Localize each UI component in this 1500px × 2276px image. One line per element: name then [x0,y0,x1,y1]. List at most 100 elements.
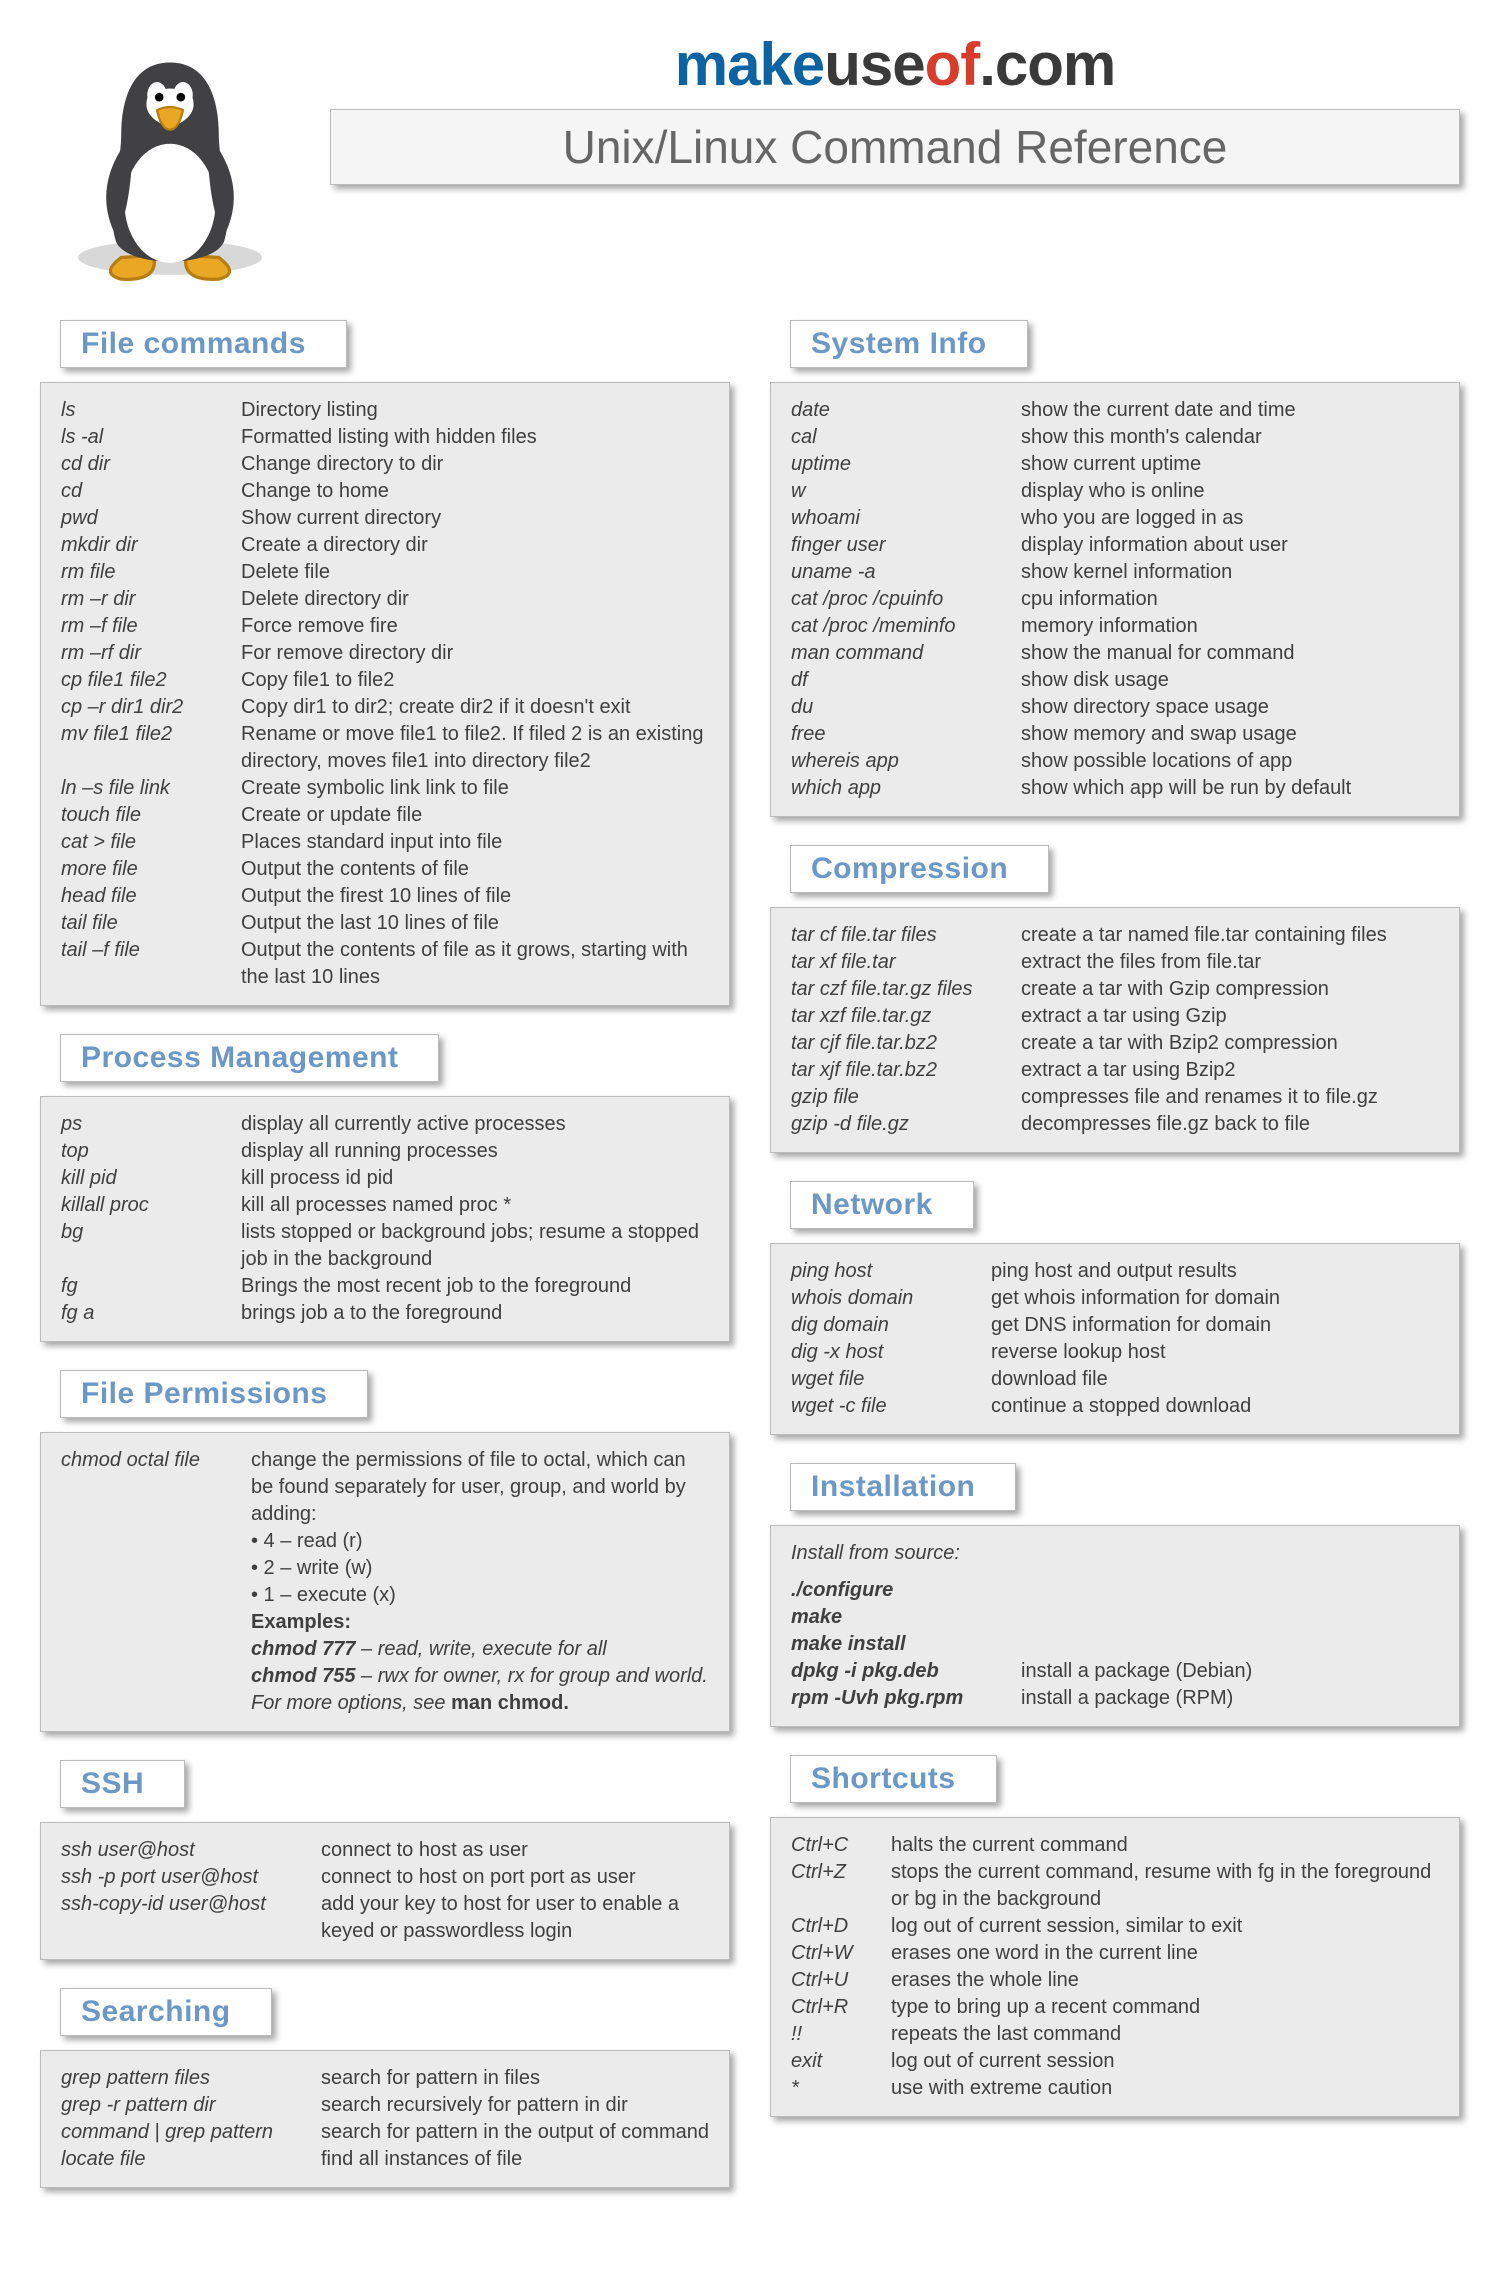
command-name: tail file [61,910,241,937]
command-desc: log out of current session, similar to e… [891,1913,1439,1940]
command-name: tar cf file.tar files [791,922,1021,949]
section-title: File Permissions [60,1370,368,1418]
section: Networkping hostping host and output res… [770,1181,1460,1435]
command-desc: Copy file1 to file2 [241,667,709,694]
command-desc: Copy dir1 to dir2; create dir2 if it doe… [241,694,709,721]
command-name: gzip -d file.gz [791,1111,1021,1138]
command-row: cp file1 file2Copy file1 to file2 [61,667,709,694]
command-row: psdisplay all currently active processes [61,1111,709,1138]
command-name: date [791,397,1021,424]
command-row: gzip -d file.gzdecompresses file.gz back… [791,1111,1439,1138]
command-desc: create a tar with Gzip compression [1021,976,1439,1003]
command-desc: display all running processes [241,1138,709,1165]
section: SSHssh user@hostconnect to host as users… [40,1760,730,1960]
command-name: cat /proc /cpuinfo [791,586,1021,613]
command-row: dushow directory space usage [791,694,1439,721]
section-title: Searching [60,1988,272,2036]
command-row: fg abrings job a to the foreground [61,1300,709,1327]
brand-part: .com [979,31,1115,98]
command-name: cal [791,424,1021,451]
section-body: Ctrl+Chalts the current commandCtrl+Zsto… [770,1817,1460,2117]
command-name: tar xzf file.tar.gz [791,1003,1021,1030]
command-desc: create a tar named file.tar containing f… [1021,922,1439,949]
command-name: pwd [61,505,241,532]
command-desc: cpu information [1021,586,1439,613]
command-name: top [61,1138,241,1165]
command-row: tar cf file.tar filescreate a tar named … [791,922,1439,949]
command-row: kill pidkill process id pid [61,1165,709,1192]
command-desc: log out of current session [891,2048,1439,2075]
command-name: uptime [791,451,1021,478]
section-body: ping hostping host and output resultswho… [770,1243,1460,1435]
command-row: touch fileCreate or update file [61,802,709,829]
command-name: cd [61,478,241,505]
command-name: tar xf file.tar [791,949,1021,976]
command-desc: create a tar with Bzip2 compression [1021,1030,1439,1057]
command-name: tar cjf file.tar.bz2 [791,1030,1021,1057]
command-desc: search for pattern in files [321,2065,709,2092]
command-row: tar xf file.tarextract the files from fi… [791,949,1439,976]
command-desc: find all instances of file [321,2146,709,2173]
command-desc: get whois information for domain [991,1285,1439,1312]
command-desc: download file [991,1366,1439,1393]
command-desc: show disk usage [1021,667,1439,694]
command-row: tail fileOutput the last 10 lines of fil… [61,910,709,937]
brand-logo: makeuseof.com [330,30,1460,99]
command-name: ps [61,1111,241,1138]
command-name: tar xjf file.tar.bz2 [791,1057,1021,1084]
command-row: Ctrl+Uerases the whole line [791,1967,1439,1994]
section-title: Installation [790,1463,1016,1511]
command-desc: Brings the most recent job to the foregr… [241,1273,709,1300]
command-row: ssh user@hostconnect to host as user [61,1837,709,1864]
left-column: File commandslsDirectory listingls -alFo… [40,320,730,2216]
command-name: Ctrl+D [791,1913,891,1940]
command-desc: erases the whole line [891,1967,1439,1994]
mascot-tux [40,30,300,290]
command-desc: search for pattern in the output of comm… [321,2119,709,2146]
command-name: more file [61,856,241,883]
command-name: finger user [791,532,1021,559]
command-row: Ctrl+Zstops the current command, resume … [791,1859,1439,1913]
command-name: dpkg -i pkg.deb [791,1658,1021,1685]
command-name: fg a [61,1300,241,1327]
command-row: lsDirectory listing [61,397,709,424]
header: makeuseof.com Unix/Linux Command Referen… [40,30,1460,290]
command-row: man commandshow the manual for command [791,640,1439,667]
brand-part: of [925,31,980,98]
command-name: which app [791,775,1021,802]
command-row: Ctrl+Dlog out of current session, simila… [791,1913,1439,1940]
command-row: wget -c filecontinue a stopped download [791,1393,1439,1420]
command-row: grep pattern filessearch for pattern in … [61,2065,709,2092]
right-column: System Info dateshow the current date and… [770,320,1460,2216]
command-row: *use with extreme caution [791,2075,1439,2102]
command-row: exitlog out of current session [791,2048,1439,2075]
section-body: dateshow the current date and timecalsho… [770,382,1460,817]
command-name: touch file [61,802,241,829]
section: Installation Install from source:./config… [770,1463,1460,1727]
command-desc: show the manual for command [1021,640,1439,667]
command-name: cat /proc /meminfo [791,613,1021,640]
section: Compressiontar cf file.tar filescreate a… [770,845,1460,1153]
command-row: gzip filecompresses file and renames it … [791,1084,1439,1111]
section-title: System Info [790,320,1028,368]
install-step: make install [791,1631,1439,1658]
command-desc: extract a tar using Bzip2 [1021,1057,1439,1084]
command-name: whereis app [791,748,1021,775]
command-name: tail –f file [61,937,241,991]
command-name: ssh user@host [61,1837,321,1864]
section-body: Install from source:./configuremakemake … [770,1525,1460,1727]
section-title: Shortcuts [790,1755,997,1803]
command-row: !!repeats the last command [791,2021,1439,2048]
command-row: dig -x hostreverse lookup host [791,1339,1439,1366]
section-title: Compression [790,845,1049,893]
command-row: finger userdisplay information about use… [791,532,1439,559]
command-name: * [791,2075,891,2102]
command-row: dpkg -i pkg.debinstall a package (Debian… [791,1658,1439,1685]
command-row: rm –rf dirFor remove directory dir [61,640,709,667]
command-name: dig domain [791,1312,991,1339]
command-row: tar czf file.tar.gz filescreate a tar wi… [791,976,1439,1003]
command-name: tar czf file.tar.gz files [791,976,1021,1003]
command-name: Ctrl+R [791,1994,891,2021]
command-desc: brings job a to the foreground [241,1300,709,1327]
command-name: exit [791,2048,891,2075]
